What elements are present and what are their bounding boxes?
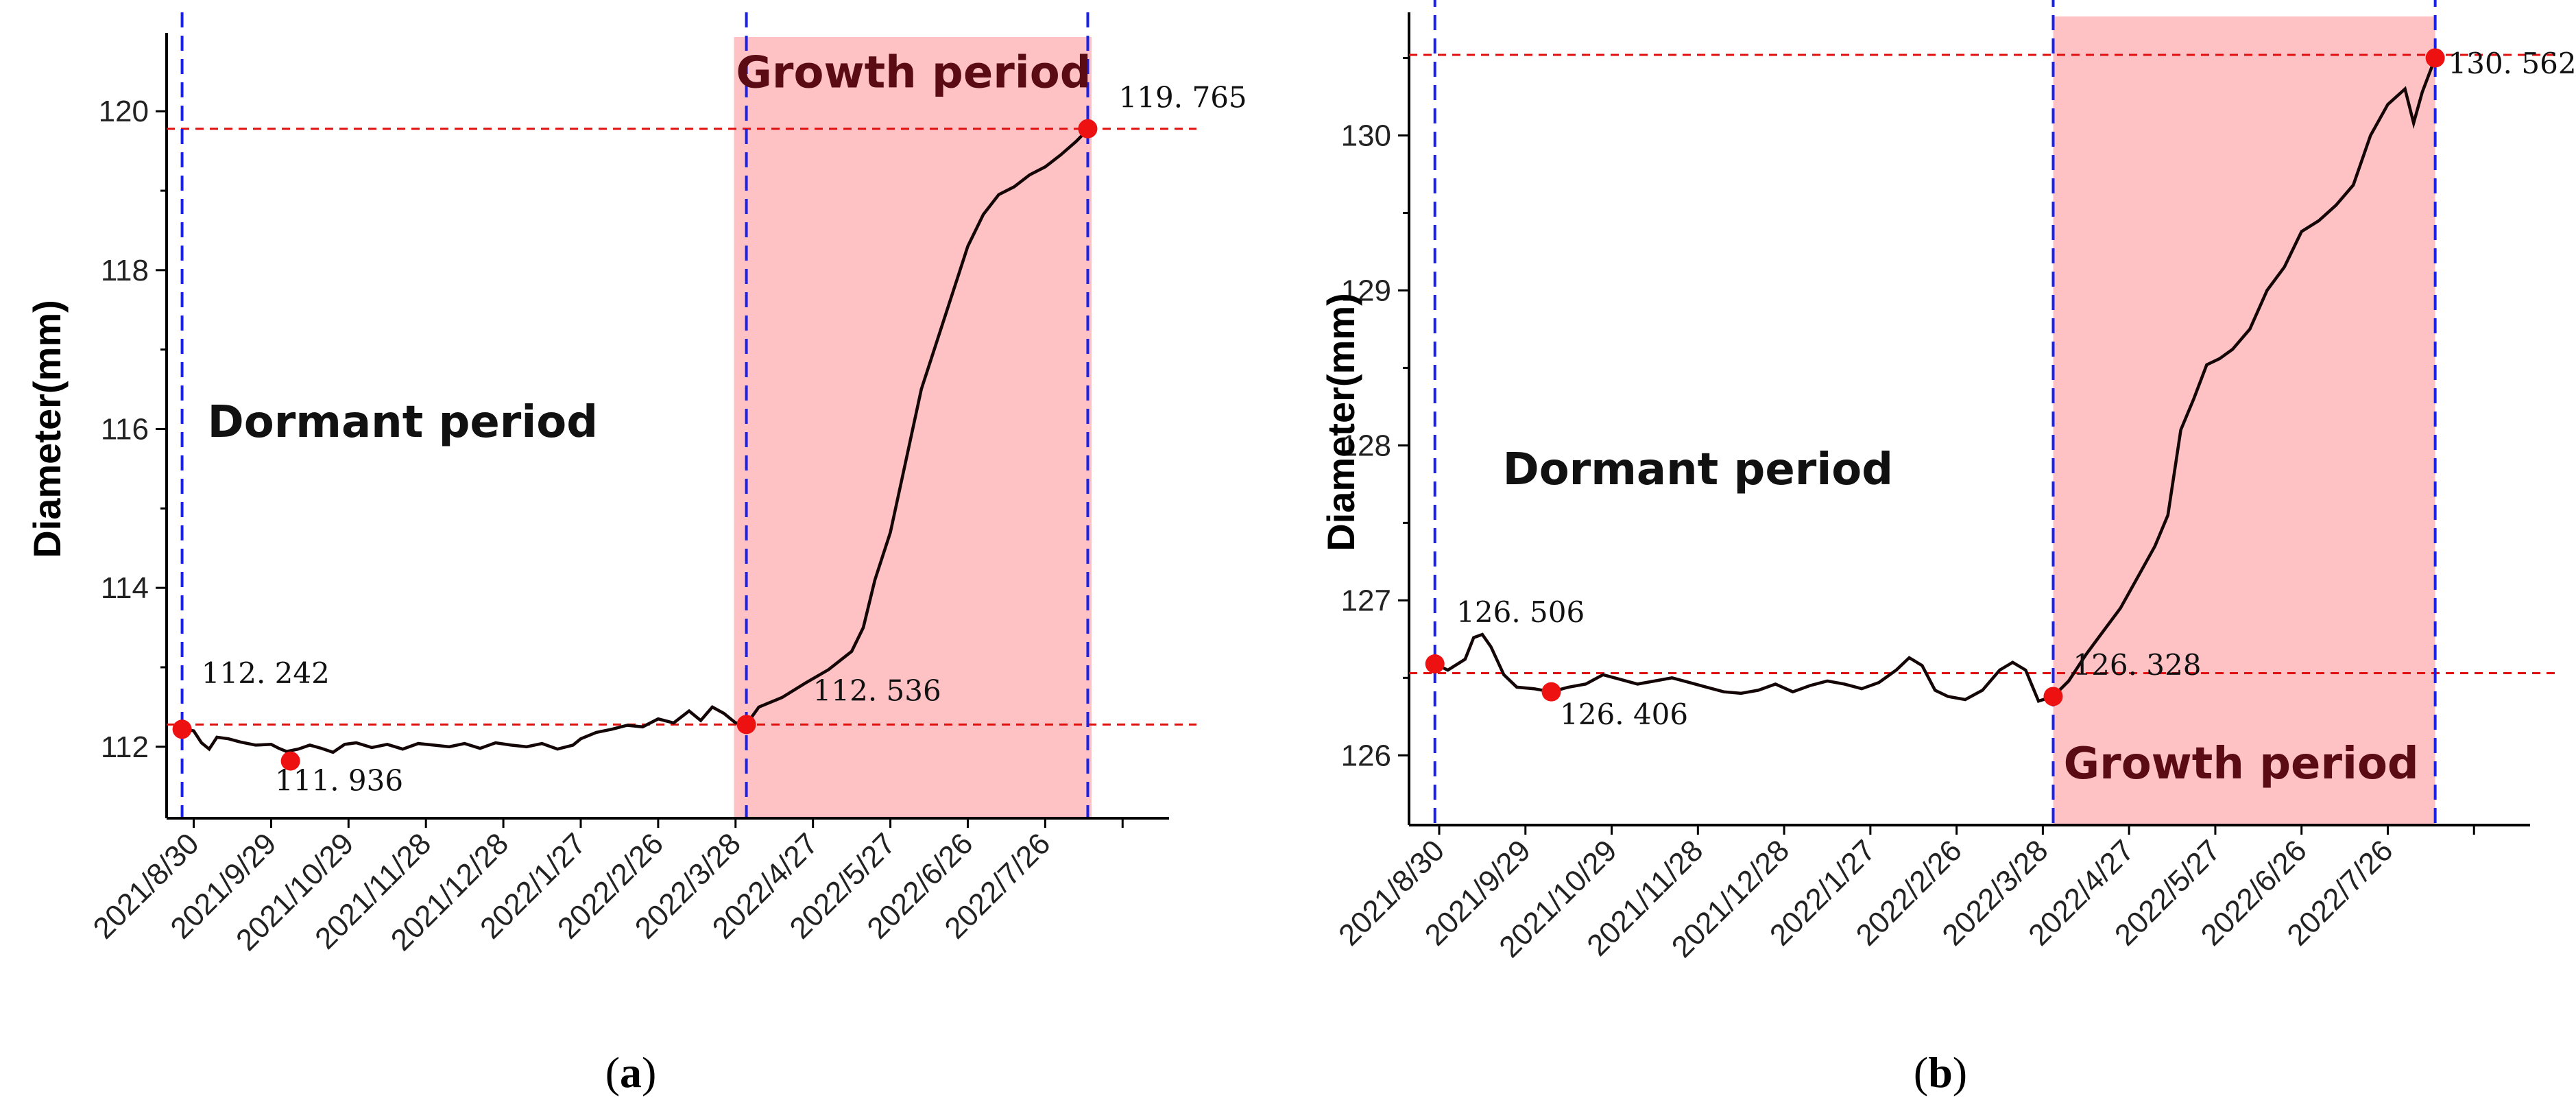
data-point-marker xyxy=(1425,654,1445,674)
data-point-label: 119. 765 xyxy=(1119,80,1247,114)
data-point-label: 112. 242 xyxy=(202,656,330,690)
growth-period-label: Growth period xyxy=(736,47,1091,98)
y-axis-title: Diameter(mm) xyxy=(25,300,69,558)
y-tick-label: 130 xyxy=(1341,119,1391,152)
data-point-label: 126. 406 xyxy=(1560,698,1688,731)
data-point-label: 126. 506 xyxy=(1456,595,1585,629)
dormant-period-label: Dormant period xyxy=(1503,444,1893,495)
chart-panel-a: 1121141161181202021/8/302021/9/292021/10… xyxy=(25,12,1247,1097)
data-point-marker xyxy=(2043,687,2063,706)
growth-period-label: Growth period xyxy=(2064,739,2419,789)
data-point-marker xyxy=(280,751,300,771)
dormant-period-label: Dormant period xyxy=(208,397,598,448)
panel-caption: (a) xyxy=(605,1048,657,1097)
y-tick-label: 127 xyxy=(1341,584,1391,617)
data-point-marker xyxy=(2425,48,2445,68)
data-point-label: 130. 562 xyxy=(2448,47,2576,80)
data-point-marker xyxy=(172,719,192,739)
data-point-marker xyxy=(1541,682,1561,702)
y-axis-title: Diameter(mm) xyxy=(1319,293,1362,551)
y-tick-label: 116 xyxy=(101,413,149,446)
growth-period-band xyxy=(2053,16,2435,825)
y-tick-label: 129 xyxy=(1341,274,1391,307)
chart-panel-b: 1261271281291302021/8/302021/9/292021/10… xyxy=(1319,0,2576,1097)
data-point-label: 112. 536 xyxy=(813,674,941,708)
panel-caption: (b) xyxy=(1914,1048,1967,1097)
y-tick-label: 120 xyxy=(99,95,149,128)
data-point-label: 126. 328 xyxy=(2073,648,2201,682)
y-tick-label: 128 xyxy=(1341,429,1391,462)
y-tick-label: 114 xyxy=(101,571,149,605)
diameter-series-line xyxy=(1434,57,2437,703)
diameter-series-line xyxy=(178,128,1090,754)
y-tick-label: 112 xyxy=(101,730,149,764)
y-tick-label: 126 xyxy=(1341,739,1391,772)
data-point-marker xyxy=(1078,119,1098,139)
y-tick-label: 118 xyxy=(101,254,149,287)
data-point-marker xyxy=(736,715,756,735)
data-point-label: 111. 936 xyxy=(275,763,403,797)
